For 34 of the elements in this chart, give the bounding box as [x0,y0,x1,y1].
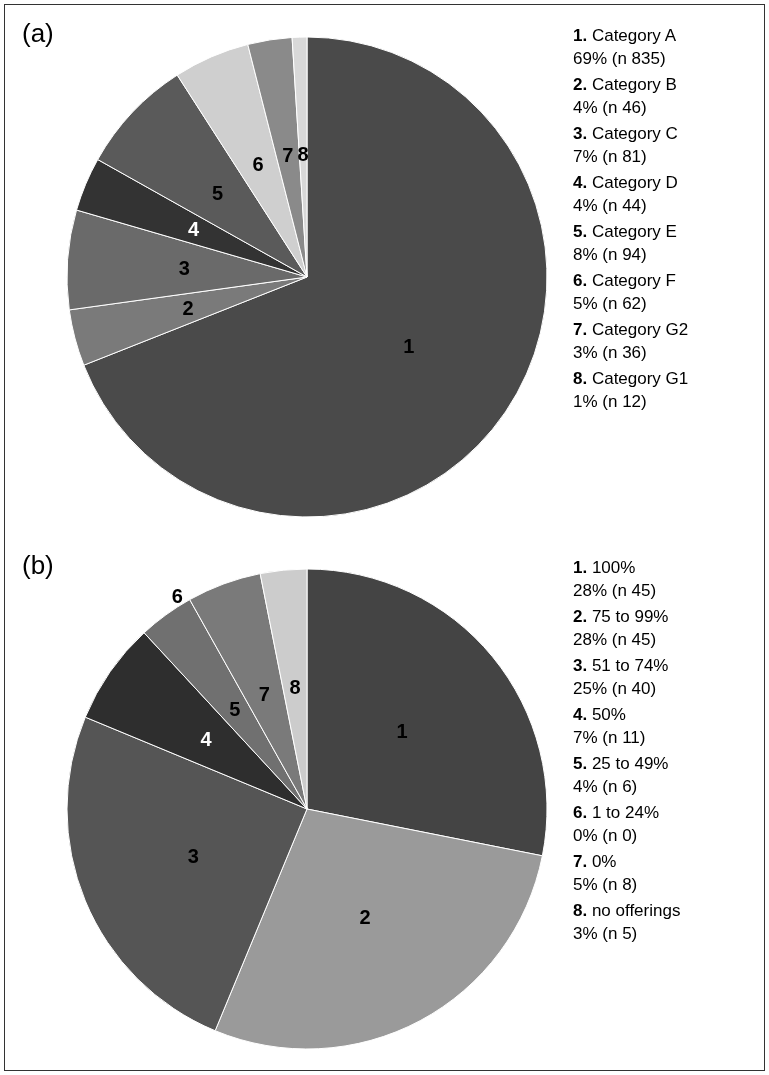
text: 6. Category F 5% (n 62) [573,271,676,313]
slice-label: 8 [289,675,301,698]
text: 4. 50% 7% (n 11) [573,705,646,747]
slice-label: 3 [187,845,199,868]
text: 1. Category A 69% (n 835) [573,26,677,68]
text: 3. 51 to 74% 25% (n 40) [573,656,669,698]
slice-label: 2 [182,297,194,320]
text: 5. Category E 8% (n 94) [573,222,677,264]
slice-label: 5 [229,698,241,721]
slice-label: 1 [396,719,408,742]
text: 2. Category B 4% (n 46) [573,75,677,117]
slice-label: 3 [178,257,190,280]
category-label: 6 [171,585,183,608]
text: 8. Category G1 1% (n 12) [573,369,689,411]
slice-label: 1 [403,335,415,358]
slice-label: 4 [200,727,213,750]
slice-label: 6 [252,153,264,176]
text: 3. Category C 7% (n 81) [573,124,678,166]
text: 5. 25 to 49% 4% (n 6) [573,754,669,796]
slice-label: 4 [188,218,201,241]
text: 8. no offerings 3% (n 5) [573,901,681,943]
slice-label: 2 [359,906,371,929]
text: 1. 100% 28% (n 45) [573,558,657,600]
text: 7. 0% 5% (n 8) [573,852,638,894]
slice-label: 7 [258,682,270,705]
text: 4. Category D 4% (n 44) [573,173,678,215]
text: 7. Category G2 3% (n 36) [573,320,689,362]
chart-title: (b) [22,550,54,580]
slice-label: 7 [282,144,294,167]
slice-label: 8 [297,143,309,166]
text: 2. 75 to 99% 28% (n 45) [573,607,669,649]
slice-label: 5 [211,181,224,204]
text: 6. 1 to 24% 0% (n 0) [573,803,660,845]
chart-title: (a) [22,18,54,48]
